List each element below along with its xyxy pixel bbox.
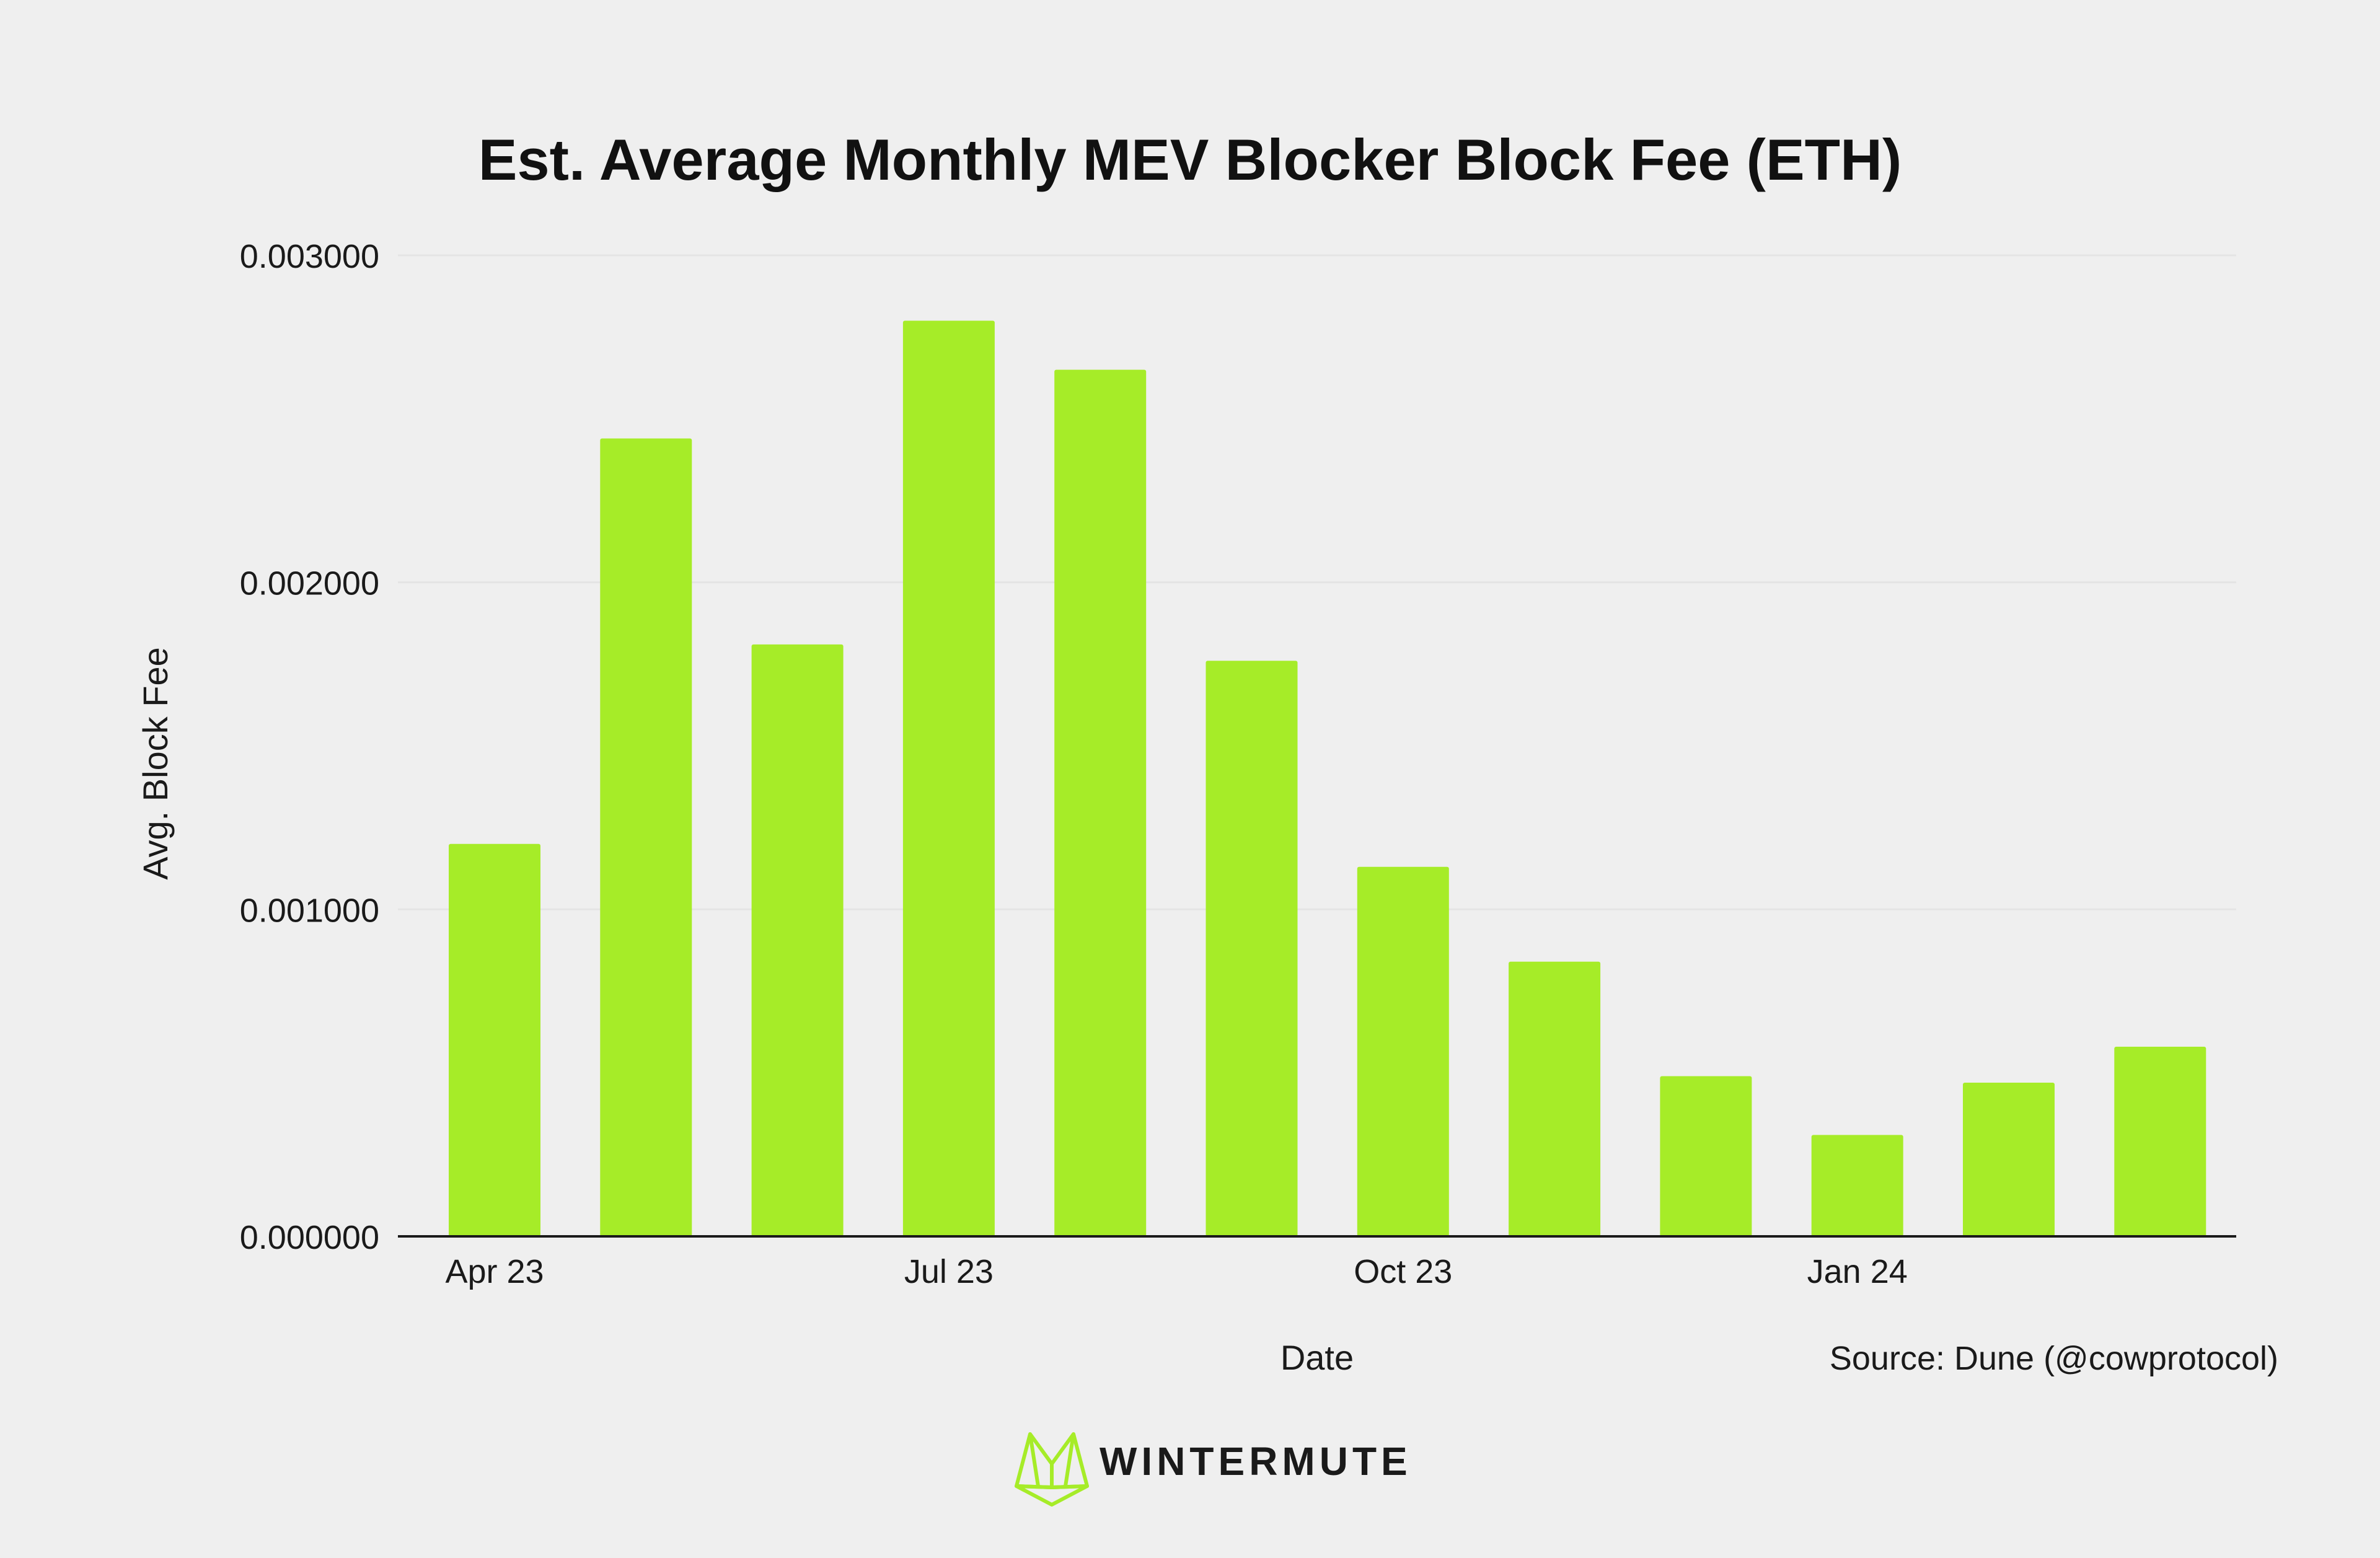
bar-jan-24	[1811, 1135, 1903, 1236]
bar-mar-24	[2114, 1046, 2206, 1236]
source-note: Source: Dune (@cowprotocol)	[1830, 1340, 2278, 1377]
y-axis-label: Avg. Block Fee	[136, 647, 175, 880]
y-axis-ticks: 0.000000 0.001000 0.002000 0.003000	[240, 238, 379, 1256]
chart-title: Est. Average Monthly MEV Blocker Block F…	[478, 127, 1902, 192]
x-tick-label: Jul 23	[904, 1253, 994, 1290]
bar-nov-23	[1509, 961, 1601, 1236]
brand-logo: WINTERMUTE	[1015, 1432, 1412, 1507]
gridlines	[398, 254, 2236, 910]
brand-name: WINTERMUTE	[1100, 1439, 1412, 1484]
bars	[449, 320, 2206, 1236]
y-tick-label: 0.002000	[240, 565, 379, 602]
bar-apr-23	[449, 843, 540, 1236]
x-axis-ticks: Apr 23 Jul 23 Oct 23 Jan 24	[445, 1253, 1907, 1290]
y-tick-label: 0.000000	[240, 1219, 379, 1256]
y-tick-label: 0.001000	[240, 892, 379, 929]
wolf-logo-icon	[1015, 1432, 1089, 1507]
x-tick-label: Jan 24	[1807, 1253, 1908, 1290]
bar-jul-23	[902, 320, 995, 1236]
bar-oct-23	[1357, 866, 1449, 1236]
x-axis-label: Date	[1280, 1338, 1354, 1377]
bar-dec-23	[1660, 1076, 1752, 1236]
bar-sep-23	[1205, 661, 1298, 1236]
bar-feb-24	[1963, 1082, 2055, 1236]
x-tick-label: Oct 23	[1354, 1253, 1452, 1290]
bar-aug-23	[1054, 369, 1147, 1236]
bar-jun-23	[751, 644, 844, 1236]
y-tick-label: 0.003000	[240, 238, 379, 275]
x-tick-label: Apr 23	[445, 1253, 544, 1290]
bar-may-23	[600, 438, 692, 1236]
